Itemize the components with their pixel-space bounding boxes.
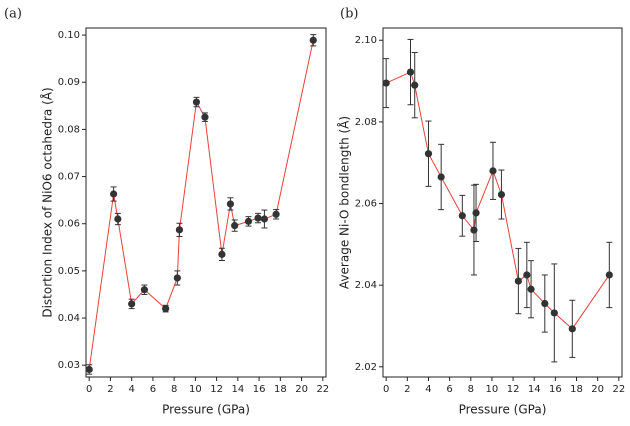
x-tick-label: 14 xyxy=(231,384,244,395)
x-tick-label: 18 xyxy=(274,384,287,395)
y-tick-label: 0.05 xyxy=(58,266,80,277)
data-point xyxy=(218,250,226,258)
data-point xyxy=(527,285,535,293)
x-tick-label: 10 xyxy=(486,384,499,395)
panel-label: (a) xyxy=(4,7,22,22)
y-tick-label: 2.06 xyxy=(355,199,377,210)
y-tick-label: 2.04 xyxy=(355,280,377,291)
data-point xyxy=(110,190,118,198)
data-point xyxy=(437,173,445,181)
x-tick-label: 14 xyxy=(528,384,541,395)
y-axis-label: Average Ni-O bondlength (Å) xyxy=(337,116,352,289)
x-tick-label: 0 xyxy=(86,384,92,395)
data-point xyxy=(192,98,201,106)
y-tick-label: 2.02 xyxy=(355,362,377,373)
data-point xyxy=(514,277,522,285)
data-point xyxy=(523,271,531,279)
data-point xyxy=(541,299,549,308)
data-point xyxy=(231,222,239,230)
x-tick-label: 2 xyxy=(107,384,113,395)
data-point xyxy=(260,215,269,223)
x-tick-label: 20 xyxy=(295,384,308,395)
y-tick-label: 2.08 xyxy=(355,117,377,128)
x-tick-label: 0 xyxy=(383,384,389,395)
panel-label: (b) xyxy=(340,7,358,22)
x-tick-label: 8 xyxy=(468,384,474,395)
data-point xyxy=(128,300,136,308)
x-tick-label: 8 xyxy=(171,384,177,395)
x-tick-label: 22 xyxy=(316,384,329,395)
series-line xyxy=(385,71,610,330)
y-tick-label: 0.09 xyxy=(58,77,80,88)
data-point xyxy=(244,217,253,225)
data-point xyxy=(175,226,184,234)
data-point xyxy=(85,365,93,374)
x-tick-label: 22 xyxy=(612,384,625,395)
x-tick-label: 12 xyxy=(210,384,223,395)
x-tick-label: 12 xyxy=(507,384,520,395)
y-tick-label: 0.08 xyxy=(58,124,80,135)
series-line xyxy=(88,40,314,370)
plot-frame xyxy=(85,27,327,378)
x-axis-label: Pressure (GPa) xyxy=(459,403,547,417)
data-point xyxy=(458,212,466,220)
y-axis-label: Distortion Index of NiO6 octahedra (Å) xyxy=(40,87,55,317)
data-point xyxy=(411,81,419,89)
data-point xyxy=(406,68,415,76)
data-point xyxy=(472,209,480,217)
data-point xyxy=(497,190,506,199)
data-point xyxy=(254,214,262,222)
x-tick-label: 4 xyxy=(425,384,431,395)
x-tick-label: 20 xyxy=(591,384,604,395)
x-tick-label: 10 xyxy=(189,384,202,395)
x-tick-label: 18 xyxy=(570,384,583,395)
x-tick-label: 6 xyxy=(150,384,156,395)
data-point xyxy=(272,210,280,218)
data-point xyxy=(201,113,209,121)
data-point xyxy=(114,215,122,223)
plot-frame xyxy=(382,27,623,378)
data-point xyxy=(568,325,576,333)
y-tick-label: 0.10 xyxy=(58,30,80,41)
data-point xyxy=(550,309,558,317)
y-tick-label: 0.03 xyxy=(58,360,80,371)
x-tick-label: 16 xyxy=(253,384,266,395)
y-tick-label: 0.07 xyxy=(58,172,80,183)
data-point xyxy=(309,36,317,44)
data-point xyxy=(489,167,497,175)
x-tick-label: 4 xyxy=(128,384,134,395)
data-point xyxy=(605,271,613,279)
data-point xyxy=(424,150,433,158)
data-point xyxy=(382,79,390,87)
x-tick-label: 6 xyxy=(446,384,452,395)
data-point xyxy=(173,274,181,282)
data-point xyxy=(226,200,235,208)
x-axis-label: Pressure (GPa) xyxy=(162,403,250,417)
y-tick-label: 2.10 xyxy=(355,35,377,46)
x-tick-label: 16 xyxy=(549,384,562,395)
y-tick-label: 0.06 xyxy=(58,219,80,230)
x-tick-label: 2 xyxy=(404,384,410,395)
data-point xyxy=(162,305,170,313)
y-tick-label: 0.04 xyxy=(58,313,80,324)
data-point xyxy=(140,286,149,294)
